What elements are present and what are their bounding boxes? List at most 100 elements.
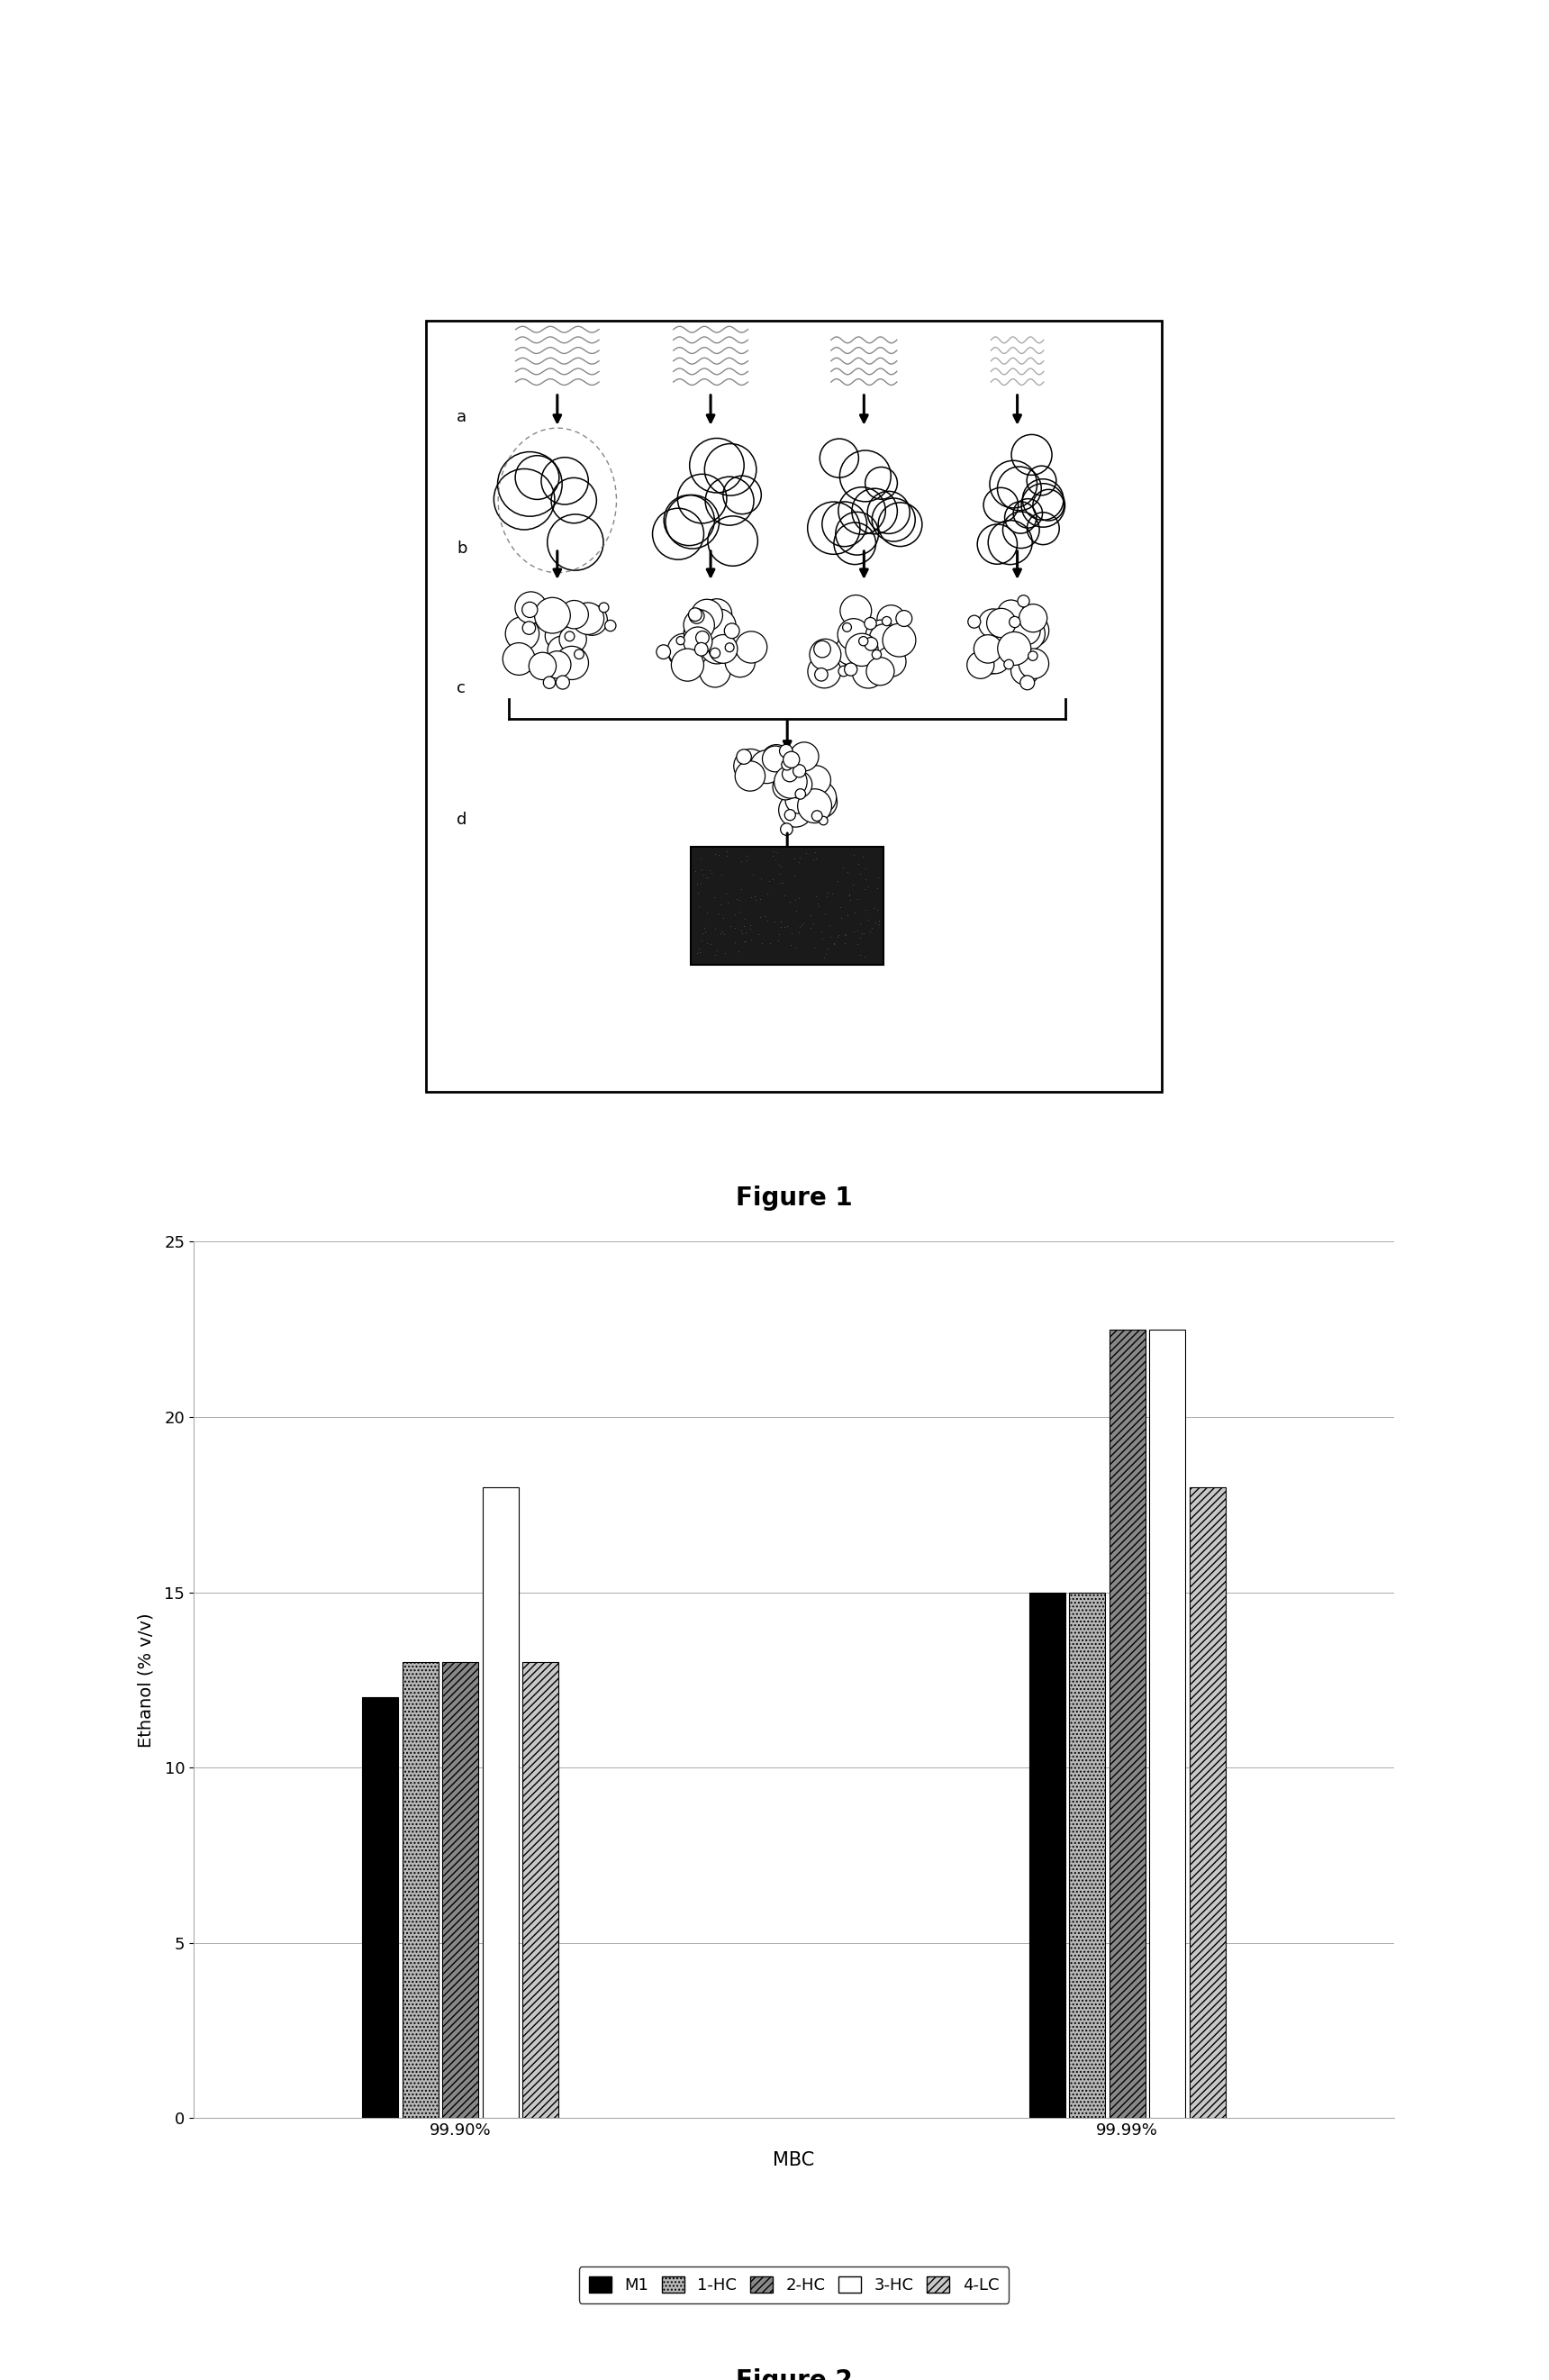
Bar <box>691 847 883 964</box>
Circle shape <box>785 809 796 821</box>
Text: a: a <box>457 409 466 426</box>
Circle shape <box>736 631 767 664</box>
Circle shape <box>1011 657 1039 685</box>
Circle shape <box>815 669 827 681</box>
Circle shape <box>762 745 792 774</box>
Circle shape <box>522 621 536 635</box>
Circle shape <box>558 605 587 633</box>
Bar <box>1190 1488 1225 2118</box>
Text: c: c <box>457 681 465 697</box>
Circle shape <box>503 643 534 676</box>
Circle shape <box>702 609 736 643</box>
Circle shape <box>555 647 589 681</box>
Circle shape <box>696 631 709 645</box>
Circle shape <box>979 609 1007 638</box>
Circle shape <box>725 624 739 638</box>
Circle shape <box>683 626 713 657</box>
Bar <box>522 1664 559 2118</box>
Circle shape <box>694 643 708 657</box>
Circle shape <box>700 657 730 688</box>
Circle shape <box>671 650 703 681</box>
Circle shape <box>810 638 841 671</box>
Circle shape <box>505 616 539 650</box>
Circle shape <box>813 640 830 657</box>
Bar <box>1109 1330 1145 2118</box>
Circle shape <box>736 762 765 790</box>
Circle shape <box>561 600 589 628</box>
Circle shape <box>784 752 799 769</box>
Circle shape <box>864 616 877 628</box>
Circle shape <box>795 788 805 800</box>
Circle shape <box>709 647 720 657</box>
Circle shape <box>835 635 864 664</box>
Circle shape <box>683 609 714 640</box>
Bar <box>362 1697 398 2118</box>
Circle shape <box>877 605 905 633</box>
Circle shape <box>736 750 751 764</box>
Circle shape <box>779 793 813 828</box>
Bar <box>1029 1592 1066 2118</box>
Circle shape <box>544 676 556 688</box>
Circle shape <box>668 633 700 666</box>
Circle shape <box>545 621 572 650</box>
Bar <box>1149 1330 1185 2118</box>
Circle shape <box>801 766 830 795</box>
Circle shape <box>872 650 881 659</box>
Circle shape <box>559 626 587 652</box>
Circle shape <box>807 655 841 688</box>
Circle shape <box>548 635 576 664</box>
Circle shape <box>981 643 1010 674</box>
Circle shape <box>807 788 836 819</box>
Circle shape <box>987 609 1016 638</box>
Circle shape <box>700 631 734 664</box>
Circle shape <box>793 764 805 778</box>
Text: b: b <box>457 540 466 557</box>
Circle shape <box>534 597 570 633</box>
Legend: M1, 1-HC, 2-HC, 3-HC, 4-LC: M1, 1-HC, 2-HC, 3-HC, 4-LC <box>579 2266 1008 2304</box>
Circle shape <box>699 643 725 669</box>
Bar <box>482 1488 519 2118</box>
Circle shape <box>974 635 1002 664</box>
Circle shape <box>522 602 538 616</box>
Circle shape <box>843 624 852 631</box>
Circle shape <box>864 638 878 650</box>
Text: Figure 2: Figure 2 <box>736 2368 852 2380</box>
Circle shape <box>668 638 697 666</box>
Circle shape <box>844 664 857 676</box>
Circle shape <box>604 621 617 631</box>
Circle shape <box>762 745 788 771</box>
Circle shape <box>967 652 994 678</box>
Circle shape <box>516 593 547 624</box>
Circle shape <box>1004 659 1013 669</box>
Bar <box>443 1664 479 2118</box>
Circle shape <box>1011 616 1041 645</box>
Bar <box>426 321 1162 1092</box>
Circle shape <box>565 631 575 640</box>
Circle shape <box>1029 652 1038 662</box>
Circle shape <box>544 652 572 678</box>
Circle shape <box>790 743 819 771</box>
Circle shape <box>705 614 733 643</box>
Circle shape <box>1018 595 1030 607</box>
Circle shape <box>779 745 793 757</box>
Circle shape <box>782 766 798 781</box>
Circle shape <box>869 624 898 652</box>
Circle shape <box>812 812 823 821</box>
Circle shape <box>575 650 584 659</box>
Circle shape <box>819 816 827 826</box>
Text: Figure 1: Figure 1 <box>736 1185 852 1211</box>
Circle shape <box>804 781 836 814</box>
Circle shape <box>968 616 981 628</box>
Circle shape <box>773 774 798 800</box>
Circle shape <box>883 624 915 657</box>
Bar <box>403 1664 438 2118</box>
Circle shape <box>725 643 734 652</box>
Circle shape <box>875 647 906 676</box>
Circle shape <box>858 635 867 645</box>
Circle shape <box>691 600 723 631</box>
Circle shape <box>528 652 556 681</box>
Circle shape <box>572 602 604 635</box>
Circle shape <box>1019 605 1047 633</box>
X-axis label: MBC: MBC <box>773 2152 815 2168</box>
Circle shape <box>798 788 832 823</box>
